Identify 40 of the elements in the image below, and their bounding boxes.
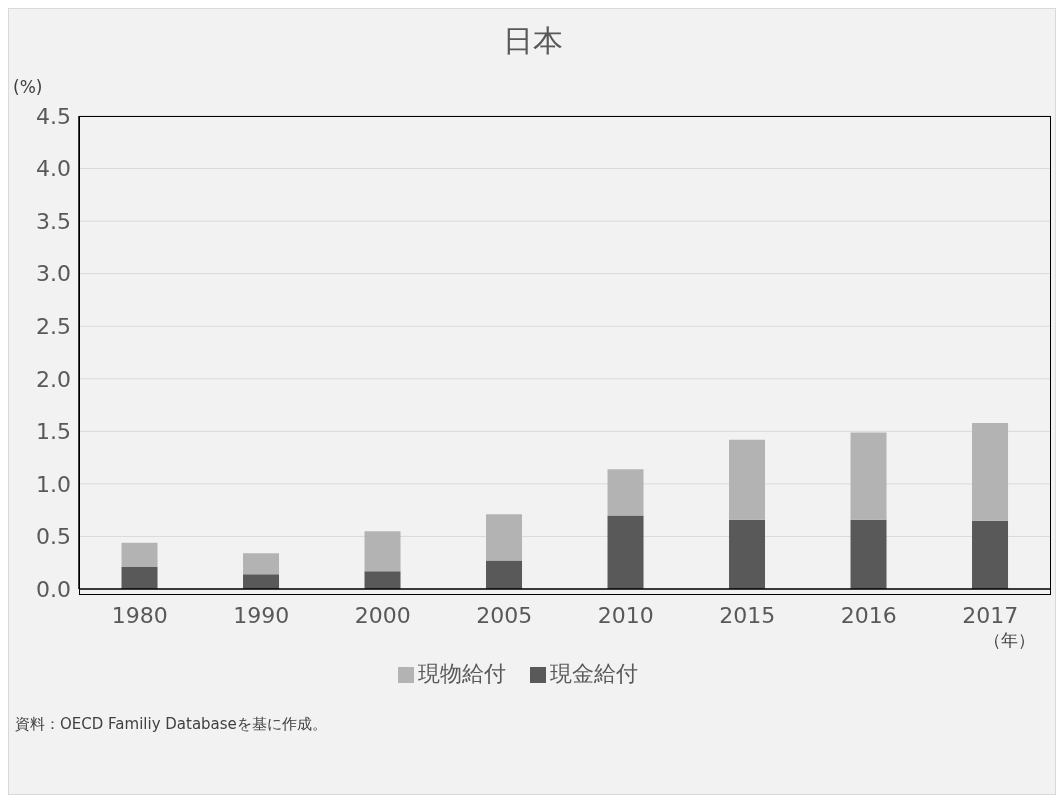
x-tick-label: 2017	[962, 602, 1019, 628]
bar	[486, 514, 523, 561]
y-tick-label: 3.0	[36, 261, 71, 287]
y-tick-label: 1.5	[36, 419, 71, 445]
y-tick-label: 0.5	[36, 524, 71, 550]
x-tick-label: 2000	[354, 602, 411, 628]
bar	[364, 571, 401, 589]
y-tick-label: 2.0	[36, 366, 71, 392]
bar	[729, 439, 766, 520]
bar	[972, 422, 1009, 521]
bar	[729, 519, 766, 589]
y-tick-label: 3.5	[36, 208, 71, 234]
bar	[486, 560, 523, 589]
bar	[243, 574, 280, 589]
y-tick-label: 0.0	[36, 576, 71, 602]
y-tick-label: 1.0	[36, 471, 71, 497]
y-tick-label: 4.5	[36, 103, 71, 129]
bar	[121, 566, 158, 589]
x-tick-label: 1990	[233, 602, 290, 628]
y-tick-label: 4.0	[36, 156, 71, 182]
y-tick-label: 2.5	[36, 314, 71, 340]
chart-title: 日本	[502, 22, 564, 60]
text: 資料：OECD Familiy Databaseを基に作成。	[15, 715, 327, 734]
bar	[850, 519, 887, 589]
y-axis-title: (%)	[13, 77, 43, 97]
bar	[607, 469, 644, 516]
bar	[364, 531, 401, 572]
x-tick-label: 2005	[476, 602, 533, 628]
x-tick-label: 2015	[719, 602, 776, 628]
x-tick-label: 2016	[840, 602, 897, 628]
x-axis-title: （年）	[984, 629, 1035, 652]
bar	[850, 432, 887, 520]
bar	[607, 515, 644, 589]
legend-label: 現金給付	[550, 661, 638, 686]
bar	[972, 520, 1009, 589]
x-tick-label: 2010	[597, 602, 654, 628]
x-tick-label: 1980	[111, 602, 168, 628]
legend-label: 現物給付	[418, 661, 506, 686]
bar	[243, 553, 280, 575]
bar	[121, 542, 158, 567]
